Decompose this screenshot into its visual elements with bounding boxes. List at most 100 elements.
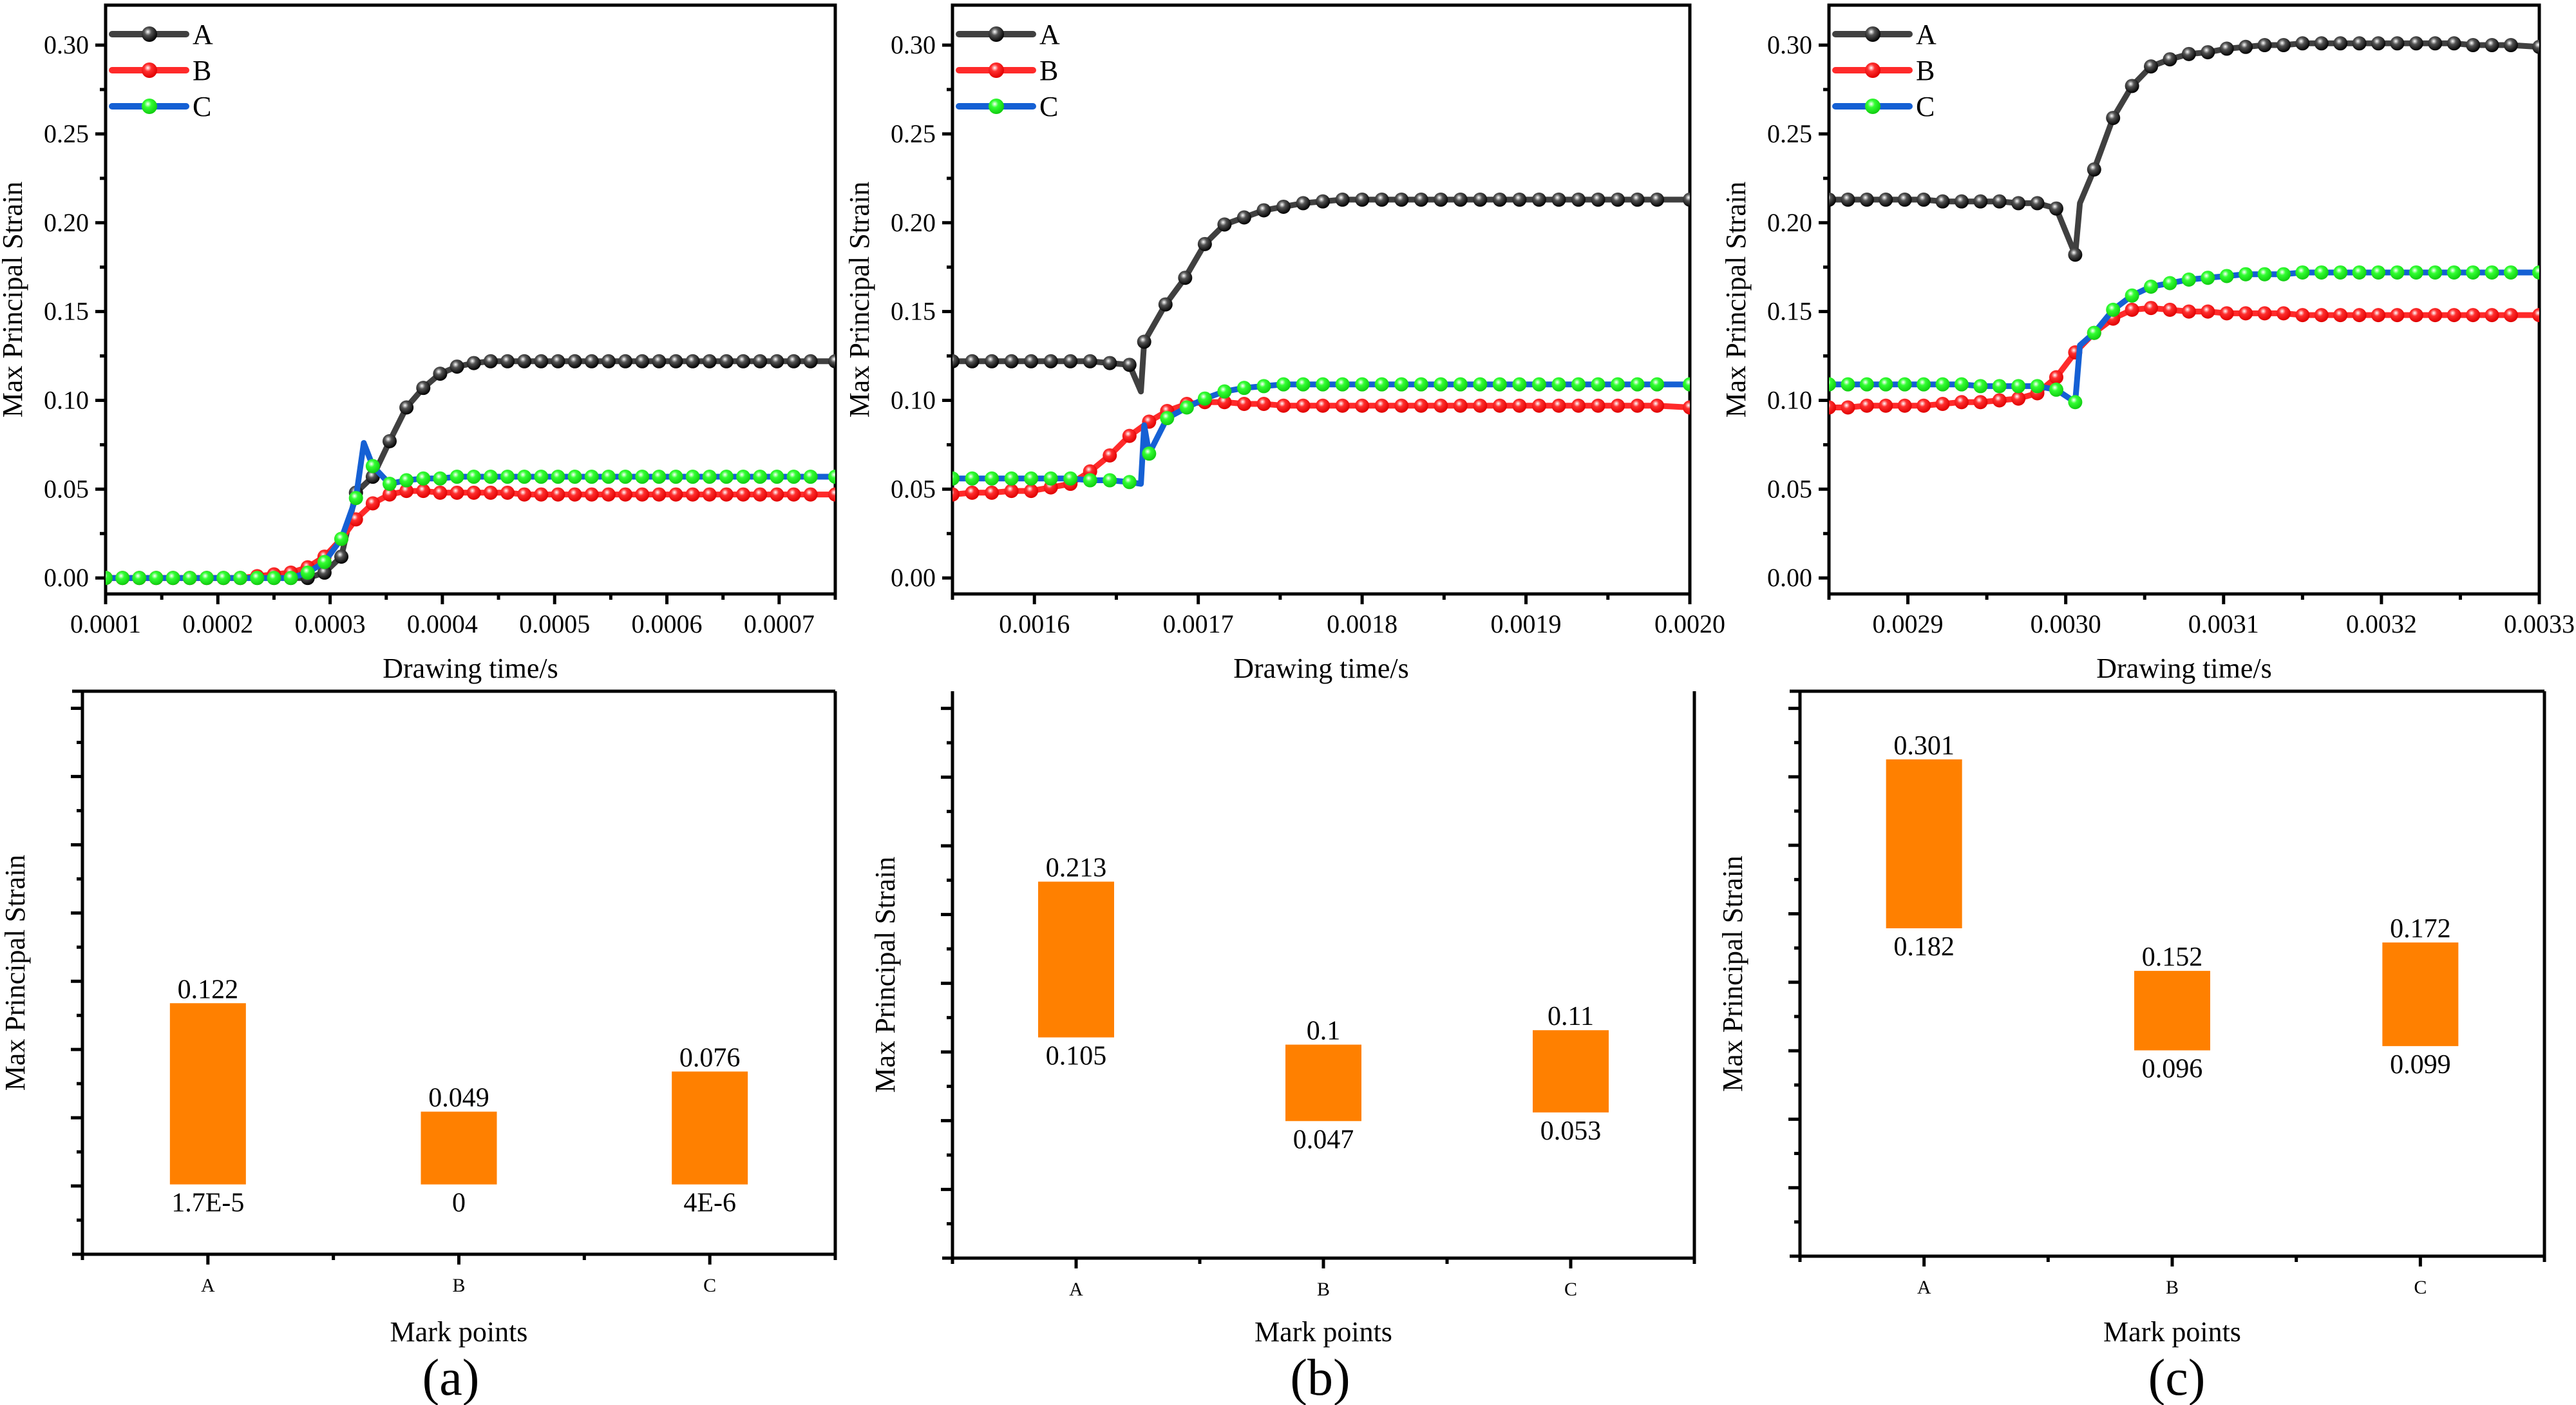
bar-high-label: 0.1 [1307, 1017, 1341, 1046]
data-point-A [702, 354, 717, 368]
data-point-A [635, 354, 650, 368]
data-point-B [1859, 398, 1874, 413]
data-point-A [1296, 196, 1311, 211]
legend-label-C: C [193, 91, 211, 122]
data-point-C [233, 571, 248, 586]
category-label: A [201, 1275, 215, 1296]
data-point-A [1512, 192, 1527, 207]
y-tick-label: 0.05 [891, 474, 936, 503]
data-point-A [2106, 111, 2121, 126]
data-point-A [483, 354, 498, 368]
data-point-A [985, 354, 999, 368]
data-point-C [317, 555, 332, 569]
data-point-C [1414, 377, 1428, 392]
data-point-B [1296, 398, 1311, 413]
data-point-A [786, 354, 801, 368]
legend-label-C: C [1039, 91, 1058, 122]
data-point-B [1414, 398, 1428, 413]
data-point-A [668, 354, 683, 368]
data-point-C [719, 470, 734, 484]
data-point-C [2011, 379, 2026, 394]
data-point-A [1611, 192, 1625, 207]
data-point-A [1024, 354, 1039, 368]
data-point-B [1954, 395, 1969, 410]
data-point-A [1083, 354, 1097, 368]
data-point-B [1897, 398, 1912, 413]
legend-marker-A [1865, 26, 1880, 42]
data-point-B [2314, 308, 2329, 323]
data-point-A [1571, 192, 1586, 207]
y-tick-label: 0.20 [891, 208, 936, 237]
data-point-A [965, 354, 980, 368]
data-point-A [399, 400, 414, 415]
data-point-B [770, 487, 784, 502]
legend-label-B: B [1916, 55, 1935, 86]
data-point-C [652, 470, 667, 484]
data-point-C [601, 470, 616, 484]
data-point-A [1236, 210, 1251, 225]
x-tick-label: 0.0004 [407, 609, 478, 638]
category-label: C [2414, 1277, 2427, 1298]
data-point-B [1316, 398, 1331, 413]
data-point-C [182, 571, 197, 586]
data-point-B [1355, 398, 1370, 413]
data-point-B [803, 487, 818, 502]
data-point-B [753, 487, 768, 502]
data-point-B [382, 487, 397, 502]
data-point-B [416, 484, 431, 499]
data-point-C [1683, 377, 1690, 392]
data-point-C [1122, 475, 1137, 490]
data-point-B [668, 487, 683, 502]
legend: ABC [956, 19, 1060, 122]
data-point-C [199, 571, 214, 586]
bar-low-label: 0.096 [2142, 1054, 2203, 1084]
panel-label: (b) [1290, 1350, 1350, 1405]
x-tick-label: 0.0007 [744, 609, 815, 638]
x-tick-label: 0.0003 [295, 609, 366, 638]
data-point-C [132, 571, 147, 586]
data-point-A [1992, 194, 2007, 209]
data-point-C [2352, 265, 2367, 280]
x-tick-label: 0.0029 [1873, 609, 1944, 638]
data-point-C [1973, 379, 1988, 394]
data-point-C [2447, 265, 2461, 280]
data-point-C [1935, 377, 1950, 392]
data-point-C [1394, 377, 1409, 392]
bar-low-label: 4E-6 [683, 1189, 736, 1218]
data-point-A [2049, 201, 2063, 216]
data-point-B [786, 487, 801, 502]
data-point-B [2201, 304, 2215, 319]
bar-high-label: 0.172 [2390, 914, 2451, 944]
bar-low-label: 0 [452, 1189, 466, 1218]
data-point-C [1859, 377, 1874, 392]
plot-frame [104, 3, 837, 596]
data-point-C [2144, 280, 2159, 294]
x-tick-label: 0.0030 [2031, 609, 2101, 638]
legend-label-A: A [1039, 19, 1060, 50]
legend-marker-B [1865, 62, 1880, 78]
data-point-A [1917, 192, 1931, 207]
data-point-A [2201, 45, 2215, 60]
data-point-C [1531, 377, 1546, 392]
data-point-B [1611, 398, 1625, 413]
data-point-B [534, 487, 549, 502]
bar-low-label: 0.053 [1540, 1116, 1602, 1146]
data-point-B [1335, 398, 1350, 413]
data-point-C [770, 470, 784, 484]
data-point-C [1879, 377, 1893, 392]
data-point-B [1434, 398, 1448, 413]
data-point-A [2239, 39, 2253, 54]
data-point-B [2503, 308, 2518, 323]
category-label: C [1564, 1279, 1577, 1300]
data-point-C [1473, 377, 1488, 392]
data-point-C [1551, 377, 1566, 392]
panel-label: (c) [2148, 1350, 2206, 1405]
data-point-B [2049, 370, 2063, 385]
data-point-C [216, 571, 231, 586]
data-point-A [1063, 354, 1078, 368]
data-point-C [702, 470, 717, 484]
data-point-A [601, 354, 616, 368]
data-point-A [1591, 192, 1605, 207]
y-axis-title: Max Principal Strain [869, 857, 901, 1093]
data-point-B [1531, 398, 1546, 413]
